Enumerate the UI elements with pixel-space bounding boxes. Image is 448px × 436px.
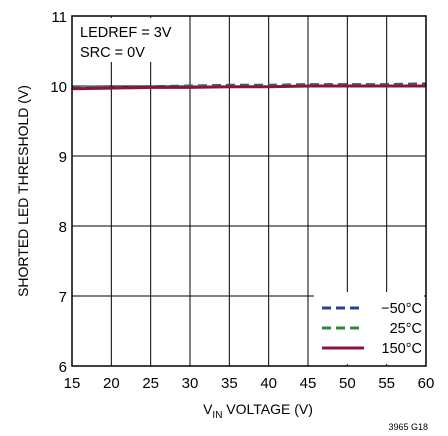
x-tick-label: 15 (64, 375, 81, 392)
y-tick-label: 8 (59, 219, 67, 236)
plot-frame (71, 15, 427, 367)
legend-label: 25°C (390, 321, 422, 337)
y-tick-labels: 6 7 8 9 10 11 (50, 9, 67, 376)
figure-id: 3965 G18 (388, 422, 428, 432)
x-axis-label-sub: IN (212, 410, 222, 421)
legend-label: −50°C (381, 301, 422, 317)
y-tick-label: 9 (59, 149, 67, 166)
series-layer (71, 82, 427, 91)
x-tick-label: 30 (182, 375, 199, 392)
x-axis-label-main: V (203, 401, 213, 417)
series-line-3 (71, 84, 426, 91)
y-tick-label: 11 (51, 9, 67, 26)
x-tick-label: 50 (339, 375, 356, 392)
y-tick-label: 10 (50, 79, 67, 96)
annotation-text: LEDREF = 3V (80, 25, 172, 41)
y-axis-label: SHORTED LED THRESHOLD (V) (15, 85, 31, 297)
x-tick-label: 25 (142, 375, 159, 392)
x-axis-label-rest: VOLTAGE (V) (222, 401, 313, 417)
x-tick-label: 40 (260, 375, 277, 392)
y-tick-label: 6 (59, 359, 67, 376)
x-tick-label: 45 (300, 375, 317, 392)
legend: −50°C 25°C 150°C (314, 292, 424, 364)
x-tick-labels: 15 20 25 30 35 40 45 50 55 60 (64, 375, 435, 392)
legend-label: 150°C (382, 341, 422, 357)
legend-box (314, 292, 424, 364)
annotation-box (74, 18, 170, 62)
x-tick-label: 20 (103, 375, 120, 392)
x-tick-label: 60 (418, 375, 435, 392)
y-tick-label: 7 (59, 289, 67, 306)
x-axis-label: VIN VOLTAGE (V) (203, 401, 313, 421)
annotation-text: SRC = 0V (80, 45, 145, 61)
x-tick-label: 35 (221, 375, 238, 392)
annotations: LEDREF = 3V SRC = 0V (74, 18, 172, 62)
x-tick-label: 55 (378, 375, 395, 392)
